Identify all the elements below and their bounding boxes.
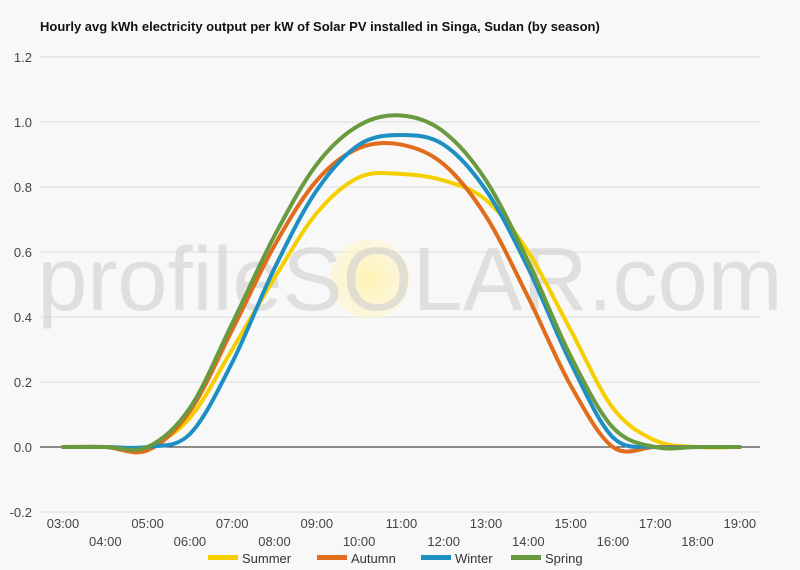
x-tick-label: 06:00 — [174, 534, 207, 549]
y-tick-label: 0.4 — [14, 310, 32, 325]
legend: Summer Autumn Winter Spring — [208, 551, 583, 566]
legend-label: Autumn — [351, 551, 396, 566]
legend-label: Summer — [242, 551, 292, 566]
y-tick-label: 0.0 — [14, 440, 32, 455]
x-tick-label: 19:00 — [724, 516, 757, 531]
y-tick-label: 0.2 — [14, 375, 32, 390]
legend-item-spring[interactable]: Spring — [511, 551, 583, 566]
series-line-summer — [61, 171, 742, 452]
watermark: profileSOLAR.com — [37, 230, 782, 330]
legend-swatch — [317, 555, 347, 560]
watermark-text: profileSOLAR.com — [37, 230, 782, 330]
watermark-sun-icon — [330, 239, 410, 319]
y-tick-label: 0.6 — [14, 245, 32, 260]
legend-label: Winter — [455, 551, 493, 566]
x-tick-label: 17:00 — [639, 516, 672, 531]
y-tick-label: 0.8 — [14, 180, 32, 195]
legend-item-winter[interactable]: Winter — [421, 551, 493, 566]
y-tick-label: 1.0 — [14, 115, 32, 130]
x-tick-label: 14:00 — [512, 534, 545, 549]
legend-item-summer[interactable]: Summer — [208, 551, 292, 566]
x-tick-label: 09:00 — [301, 516, 334, 531]
series-line-winter — [61, 133, 742, 450]
x-tick-label: 13:00 — [470, 516, 503, 531]
x-tick-label: 16:00 — [597, 534, 630, 549]
y-tick-label: -0.2 — [10, 505, 32, 520]
x-tick-label: 18:00 — [681, 534, 714, 549]
x-tick-label: 10:00 — [343, 534, 376, 549]
x-tick-label: 12:00 — [427, 534, 460, 549]
series-lines — [61, 113, 742, 455]
legend-swatch — [208, 555, 238, 560]
legend-swatch — [421, 555, 451, 560]
x-tick-label: 08:00 — [258, 534, 291, 549]
x-tick-label: 04:00 — [89, 534, 122, 549]
series-line-spring — [61, 113, 742, 452]
x-tick-label: 11:00 — [386, 516, 418, 531]
legend-item-autumn[interactable]: Autumn — [317, 551, 396, 566]
x-tick-label: 03:00 — [47, 516, 80, 531]
legend-label: Spring — [545, 551, 583, 566]
y-axis-ticks: 1.2 1.0 0.8 0.6 0.4 0.2 0.0 -0.2 — [10, 50, 32, 520]
x-tick-label: 15:00 — [554, 516, 587, 531]
x-tick-label: 05:00 — [131, 516, 164, 531]
chart-title: Hourly avg kWh electricity output per kW… — [40, 19, 600, 34]
x-axis-ticks: 03:00 04:00 05:00 06:00 07:00 08:00 09:00 10:00… — [47, 516, 756, 549]
y-tick-label: 1.2 — [14, 50, 32, 65]
legend-swatch — [511, 555, 541, 560]
x-tick-label: 07:00 — [216, 516, 249, 531]
